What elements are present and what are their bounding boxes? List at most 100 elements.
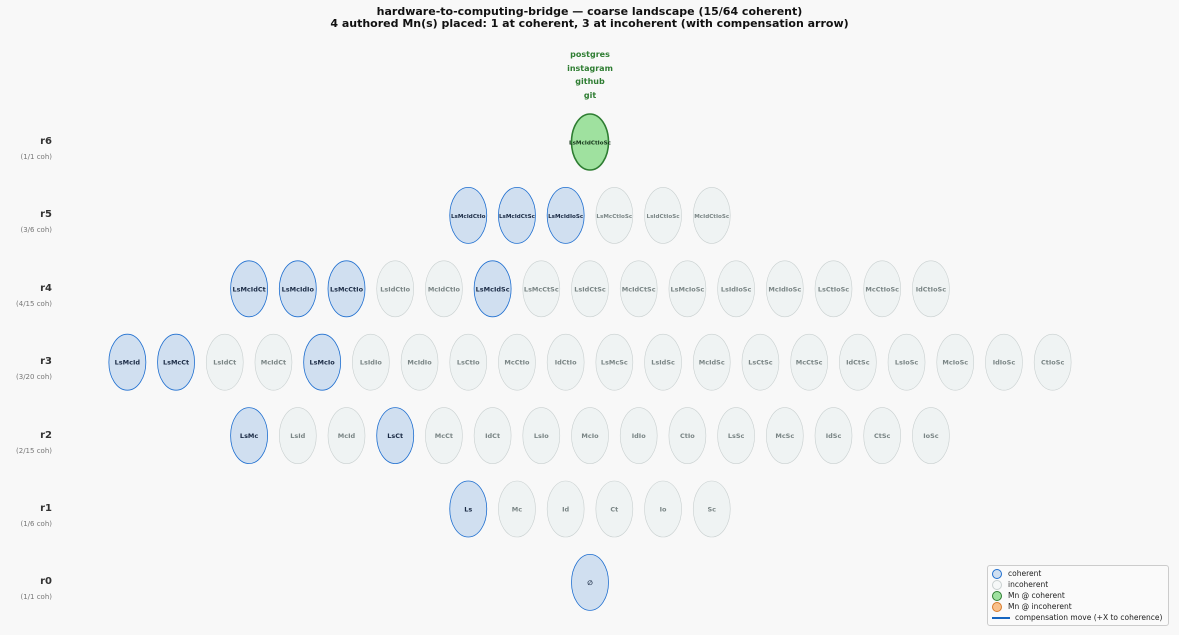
node-label: IdIo	[632, 432, 646, 440]
node-label: LsIdSc	[651, 359, 675, 367]
lattice-node-incoherent: CtIoSc	[1033, 333, 1072, 391]
node-label: Ct	[610, 506, 618, 514]
lattice-node-incoherent: LsCtIo	[449, 333, 488, 391]
lattice-node-incoherent: IdIo	[619, 407, 658, 464]
node-ellipse	[278, 260, 317, 318]
row-coherence-count: (1/1 coh)	[20, 153, 52, 161]
node-label: LsMcIdCtIo	[451, 214, 486, 220]
node-label: IdCtIo	[555, 359, 577, 367]
node-label: Io	[660, 506, 667, 514]
node-ellipse	[765, 260, 804, 318]
lattice-node-incoherent: McIdCtIoSc	[692, 187, 731, 244]
node-label: LsMcCtIo	[330, 285, 364, 293]
lattice-node-incoherent: McCt	[425, 407, 463, 464]
node-ellipse	[376, 260, 415, 318]
node-ellipse	[473, 407, 512, 464]
node-ellipse	[814, 260, 853, 318]
lattice-node-incoherent: IdCtIoSc	[912, 260, 950, 318]
lattice-node-incoherent: LsCtSc	[741, 333, 780, 391]
node-ellipse	[449, 186, 488, 244]
node-label: LsIoSc	[895, 359, 919, 367]
node-label: IdCt	[485, 432, 500, 440]
node-label: LsCtSc	[748, 359, 773, 367]
row-coherence-count: (4/15 coh)	[16, 299, 52, 308]
node-label: CtSc	[874, 432, 891, 440]
node-ellipse	[571, 554, 609, 611]
node-label: McCtSc	[796, 359, 823, 367]
node-label: LsIdCtIoSc	[647, 214, 680, 220]
lattice-node-incoherent: McIdCt	[254, 333, 293, 391]
node-label: LsMcId	[115, 359, 141, 367]
node-ellipse	[595, 333, 634, 391]
node-ellipse	[571, 407, 609, 464]
node-label: LsId	[290, 432, 305, 440]
node-ellipse	[790, 333, 828, 391]
node-ellipse	[327, 407, 366, 464]
node-label: LsMcCtIoSc	[596, 214, 632, 220]
lattice-node-incoherent: Mc	[498, 480, 536, 538]
node-ellipse	[936, 333, 975, 391]
mn-name-list: postgres instagram github git	[540, 48, 640, 102]
node-ellipse	[498, 480, 536, 538]
lattice-node-coherent: LsMcIdCtSc	[498, 186, 536, 244]
lattice-node-coherent: LsMcIdCtIo	[449, 186, 488, 244]
node-ellipse	[546, 186, 585, 244]
node-label: Sc	[707, 506, 716, 514]
diagram-subtitle: 4 authored Mn(s) placed: 1 at coherent, …	[330, 17, 849, 30]
node-ellipse	[546, 480, 585, 538]
legend-item-mn-incoherent: Mn @ incoherent	[992, 601, 1072, 612]
node-label: LsIdCtSc	[574, 285, 606, 293]
node-ellipse	[863, 260, 902, 318]
node-ellipse	[352, 333, 390, 391]
node-ellipse	[765, 407, 804, 464]
node-label: IdIoSc	[993, 359, 1016, 367]
node-label: McIdIo	[407, 359, 432, 367]
node-ellipse	[327, 260, 366, 318]
lattice-node-incoherent: LsIdSc	[644, 333, 682, 391]
node-ellipse	[814, 407, 853, 464]
node-ellipse	[570, 113, 610, 171]
row-label-r5: r5	[40, 209, 52, 221]
lattice-node-incoherent: McIdIoSc	[765, 260, 804, 318]
node-label: McSc	[775, 432, 794, 440]
row-label-r2: r2	[40, 429, 52, 441]
row-coherence-count: (3/6 coh)	[20, 226, 52, 235]
lattice-node-incoherent: McIo	[571, 407, 609, 464]
node-ellipse	[425, 260, 463, 318]
lattice-node-coherent: LsMcIdCt	[230, 260, 269, 318]
diagram-title: hardware-to-computing-bridge — coarse la…	[376, 5, 803, 18]
lattice-node-incoherent: McSc	[765, 407, 804, 464]
node-label: LsMcCt	[163, 359, 189, 367]
node-label: McCt	[435, 432, 453, 440]
lattice-node-coherent: ∅	[571, 554, 609, 611]
lattice-node-incoherent: McId	[327, 407, 366, 464]
mn-name: instagram	[567, 63, 613, 73]
lattice-node-incoherent: LsIdCtSc	[571, 260, 609, 318]
row-coherence-count: (2/15 coh)	[16, 446, 52, 455]
mn-name: github	[575, 77, 605, 86]
node-ellipse	[887, 333, 926, 391]
node-ellipse	[449, 480, 488, 538]
lattice-node-incoherent: LsIoSc	[887, 333, 926, 391]
node-ellipse	[498, 333, 536, 391]
node-ellipse	[546, 333, 585, 391]
node-ellipse	[400, 333, 439, 391]
lattice-node-incoherent: McIdSc	[692, 333, 731, 391]
lattice-node-incoherent: LsMcCtSc	[522, 260, 561, 318]
node-label: LsMc	[240, 432, 258, 440]
node-label: CtIo	[680, 432, 695, 440]
node-label: LsIdCt	[213, 359, 236, 367]
lattice-node-incoherent: CtIo	[668, 407, 707, 464]
lattice-node-incoherent: LsIdCt	[205, 333, 244, 391]
node-ellipse	[595, 480, 634, 538]
node-label: LsMcCtSc	[524, 285, 559, 293]
lattice-node-incoherent: McCtIoSc	[863, 260, 902, 318]
node-label: Id	[562, 506, 569, 514]
coherent-swatch-icon	[992, 569, 1002, 579]
row-label-r1: r1	[40, 503, 52, 514]
node-label: CtIoSc	[1041, 359, 1064, 367]
mn-name: git	[583, 90, 597, 100]
node-label: ∅	[587, 579, 593, 587]
